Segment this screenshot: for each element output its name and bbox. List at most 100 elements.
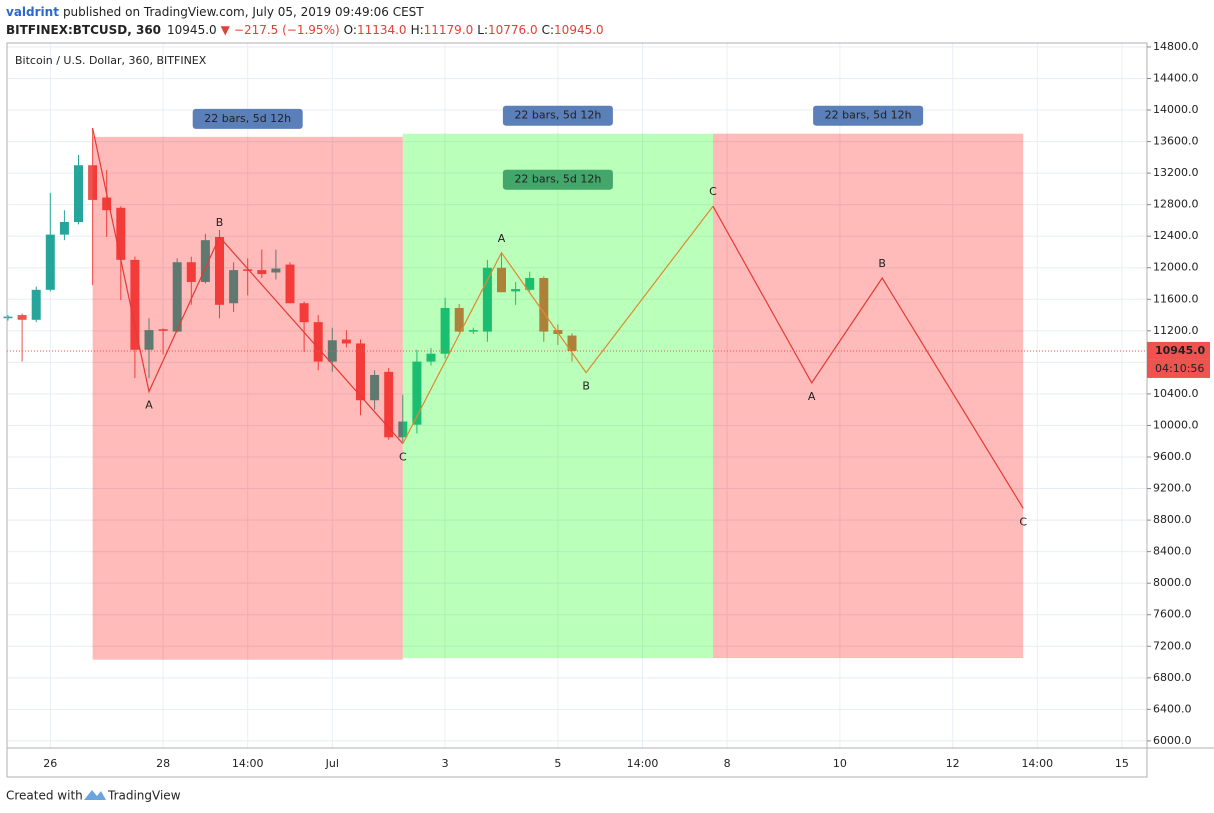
- y-tick-label: 13200.0: [1153, 166, 1199, 179]
- candle-body: [370, 374, 380, 401]
- candle-body: [440, 307, 450, 354]
- wave-label: C: [1019, 515, 1027, 528]
- y-tick-label: 12800.0: [1153, 198, 1199, 211]
- wave-label: C: [399, 451, 407, 464]
- wave-label: A: [498, 232, 506, 245]
- countdown-label: 04:10:56: [1155, 362, 1204, 375]
- candle-body: [327, 340, 337, 362]
- wave-label: A: [808, 390, 816, 403]
- x-tick-label: 10: [833, 757, 847, 770]
- candle-body: [130, 259, 140, 350]
- candle-body: [144, 330, 154, 350]
- y-tick-label: 6800.0: [1153, 671, 1192, 684]
- candle-body: [215, 236, 224, 305]
- y-tick-label: 13600.0: [1153, 135, 1199, 148]
- wave-line: [92, 128, 404, 445]
- y-tick-label: 8000.0: [1153, 576, 1192, 589]
- candle-body: [412, 361, 422, 425]
- x-tick-label: 8: [724, 757, 731, 770]
- range-badge: [192, 108, 303, 129]
- range-label: 22 bars, 5d 12h: [514, 173, 601, 186]
- ohlc-value: 10776.0: [488, 23, 538, 37]
- x-tick-label: 14:00: [627, 757, 659, 770]
- candle-body: [511, 289, 521, 292]
- symbol-line: BITFINEX:BTCUSD, 360 10945.0 ▼ −217.5 (−1.9…: [6, 23, 604, 37]
- y-tick-label: 7600.0: [1153, 608, 1192, 621]
- range-label: 22 bars, 5d 12h: [514, 109, 601, 122]
- wave-label: B: [582, 380, 590, 393]
- candle-body: [17, 315, 27, 320]
- wave-label: A: [145, 399, 153, 412]
- candle-body: [158, 329, 168, 331]
- candle-body: [45, 234, 55, 290]
- candle-body: [567, 335, 577, 351]
- x-tick-label: 14:00: [232, 757, 264, 770]
- candle-body: [482, 267, 492, 332]
- candle-body: [200, 240, 210, 282]
- ohlc-label: O:: [344, 23, 357, 37]
- plot-area: [7, 43, 1147, 748]
- candle-body: [525, 278, 535, 290]
- published: published on TradingView.com, July 05, 2…: [63, 5, 424, 19]
- candle-body: [243, 269, 253, 271]
- y-tick-label: 9600.0: [1153, 450, 1192, 463]
- footer-brand: TradingView: [107, 789, 181, 803]
- candle-body: [398, 421, 408, 438]
- y-tick-label: 9200.0: [1153, 482, 1192, 495]
- down-arrow: ▼: [221, 23, 231, 37]
- x-tick-label: 5: [554, 757, 561, 770]
- countdown-badge: [1147, 359, 1210, 378]
- candle-body: [59, 222, 69, 235]
- wave-label: B: [216, 216, 224, 229]
- footer-created: Created with: [6, 789, 83, 803]
- candle-body: [271, 268, 281, 273]
- candle-body: [186, 262, 196, 282]
- candle-body: [468, 330, 478, 332]
- y-tick-label: 8400.0: [1153, 545, 1192, 558]
- y-tick-label: 14000.0: [1153, 103, 1199, 116]
- wave-label: B: [878, 257, 886, 270]
- candle-body: [299, 303, 309, 323]
- ohlc-value: 11179.0: [424, 23, 474, 37]
- last-price-label: 10945.0: [1155, 344, 1205, 357]
- candle-body: [313, 322, 323, 362]
- x-tick-label: 14:00: [1021, 757, 1053, 770]
- y-tick-label: 12000.0: [1153, 261, 1199, 274]
- candle-body: [497, 267, 506, 293]
- x-tick-label: 15: [1115, 757, 1129, 770]
- candle-body: [116, 207, 126, 260]
- header-line: valdrint published on TradingView.com, Ju…: [6, 5, 424, 19]
- candle-body: [102, 197, 112, 211]
- x-tick-label: 3: [442, 757, 449, 770]
- x-tick-label: 28: [156, 757, 170, 770]
- ohlc-value: 10945.0: [554, 23, 604, 37]
- wave-line: [712, 205, 1024, 509]
- brand-logo: [84, 790, 106, 800]
- time-range: [402, 133, 713, 659]
- candle-body: [257, 270, 267, 275]
- ohlc-label: C:: [542, 23, 554, 37]
- y-tick-label: 11600.0: [1153, 292, 1199, 305]
- candle-body: [426, 353, 436, 362]
- ohlc-label: L:: [477, 23, 488, 37]
- candle-body: [356, 343, 365, 401]
- y-tick-label: 11200.0: [1153, 324, 1199, 337]
- wave-label: C: [709, 185, 717, 198]
- x-tick-label: 26: [43, 757, 57, 770]
- candle-body: [454, 307, 464, 332]
- candle-body: [384, 371, 394, 438]
- time-range: [713, 133, 1024, 659]
- x-tick-label: Jul: [325, 757, 339, 770]
- wave-line: [402, 205, 714, 444]
- change: −217.5 (−1.95%): [234, 23, 340, 37]
- y-tick-label: 12400.0: [1153, 229, 1199, 242]
- candle-body: [172, 262, 182, 332]
- y-tick-label: 6000.0: [1153, 734, 1192, 747]
- range-label: 22 bars, 5d 12h: [825, 109, 912, 122]
- candle-body: [74, 165, 83, 223]
- y-tick-label: 10400.0: [1153, 387, 1199, 400]
- x-tick-label: 12: [946, 757, 960, 770]
- range-badge: [502, 105, 613, 126]
- y-tick-label: 7200.0: [1153, 639, 1192, 652]
